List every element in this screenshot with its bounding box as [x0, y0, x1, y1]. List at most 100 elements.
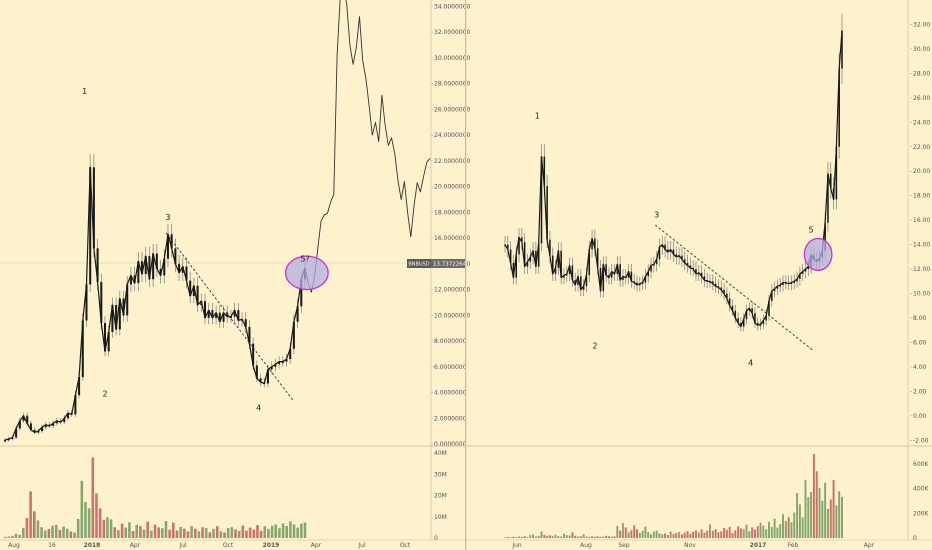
volume-bar: [686, 531, 689, 538]
volume-bar: [807, 497, 810, 538]
volume-bar: [193, 528, 197, 538]
volume-bar: [303, 522, 307, 538]
candle-body: [107, 332, 110, 352]
volume-bar: [523, 536, 526, 538]
candle-body: [133, 275, 136, 284]
volume-bar: [117, 530, 120, 538]
candle-body: [762, 320, 765, 325]
price-tick-label: 10.0000000: [434, 312, 470, 319]
volume-bar: [230, 527, 234, 538]
candle-body: [841, 30, 843, 69]
left-price-pane: [3, 0, 431, 442]
candle-body: [15, 428, 18, 438]
volume-bar: [182, 528, 186, 538]
candle-body: [549, 239, 551, 256]
price-series-line: [4, 166, 306, 441]
price-tick-label: 2.0000000: [434, 415, 467, 422]
candle-body: [799, 273, 801, 279]
volume-bar: [219, 531, 223, 538]
volume-bar: [73, 532, 76, 538]
volume-bar: [270, 525, 274, 538]
volume-bar: [215, 526, 219, 538]
right-volume-axis: 0 200K 400K 600K: [913, 461, 929, 542]
volume-bar: [579, 536, 582, 538]
candle-body: [650, 265, 652, 272]
price-tick-label: 14.00: [913, 242, 930, 249]
price-tick-label: 12.00: [913, 266, 930, 273]
volume-bar: [711, 530, 714, 538]
candle-body: [751, 308, 753, 314]
candle-body: [211, 310, 214, 318]
volume-bar: [135, 524, 138, 538]
candle-body: [734, 310, 737, 319]
volume-bar: [285, 525, 288, 538]
price-badge: BNBUSD 13.7372264: [407, 259, 467, 268]
candle-body: [181, 266, 184, 273]
candle-body: [689, 265, 692, 268]
volume-tick-label: 0: [913, 535, 917, 542]
volume-bar: [568, 535, 571, 538]
candle-body: [103, 323, 107, 352]
candle-body: [714, 283, 717, 287]
volume-bar: [172, 522, 175, 538]
volume-tick-label: 400K: [913, 486, 929, 493]
candle-body: [737, 318, 739, 323]
volume-tick-label: 30M: [434, 471, 447, 478]
candle-body: [111, 305, 114, 333]
time-tick-label: Oct: [223, 542, 234, 549]
volume-bar: [801, 517, 804, 538]
wave-label-1: 1: [82, 87, 87, 96]
candle-body: [785, 282, 787, 285]
candle-body: [523, 242, 526, 267]
volume-bar: [40, 527, 43, 538]
volume-bar: [76, 518, 80, 538]
volume-bar: [652, 531, 655, 538]
candle-body: [85, 284, 88, 321]
volume-bar: [529, 535, 532, 538]
volume-bar: [515, 537, 518, 538]
price-tick-label: 6.0000000: [434, 364, 467, 371]
volume-bar: [683, 532, 686, 538]
candle-body: [588, 249, 591, 276]
price-tick-label: 20.00: [913, 168, 930, 175]
volume-bar: [661, 534, 664, 538]
volume-bar: [804, 480, 807, 538]
time-tick-label: Feb: [788, 542, 799, 549]
volume-bar: [551, 536, 554, 538]
price-tick-label: 26.00: [913, 95, 930, 102]
time-tick-label: Nov: [684, 542, 696, 549]
candle-body: [207, 310, 210, 318]
volume-bar: [709, 524, 711, 538]
time-tick-label: Jul: [357, 542, 366, 549]
volume-bar: [779, 524, 782, 538]
volume-bar: [534, 536, 537, 538]
volume-bar: [599, 536, 602, 538]
candle-body: [759, 324, 762, 326]
right-price-pane: [504, 13, 843, 352]
price-tick-label: 6.00: [913, 339, 927, 346]
volume-bar: [54, 524, 58, 538]
price-tick-label: 18.00: [913, 193, 930, 200]
volume-bar: [128, 522, 131, 538]
candle-body: [577, 276, 579, 285]
volume-bar: [537, 535, 540, 538]
candle-body: [639, 283, 641, 286]
candle-body: [26, 415, 29, 424]
candle-body: [801, 271, 804, 274]
volume-bar: [610, 536, 613, 538]
left-chart-panel[interactable]: 0.0000000 2.0000000 4.0000000 6.0000000 8.00…: [0, 0, 470, 549]
right-chart-panel[interactable]: -2.00 0.00 2.00 4.00 6.00 8.00 10.00 12.00 14.00…: [504, 0, 930, 549]
time-tick-label: Oct: [400, 542, 411, 549]
candle-body: [582, 286, 585, 290]
volume-bar: [574, 535, 577, 538]
wave-label-5: 5: [809, 225, 814, 234]
right-volume-pane: [504, 453, 843, 538]
right-time-axis: Jun Aug Sep Nov 2017 Feb Apr: [511, 542, 874, 549]
volume-bar: [737, 526, 740, 538]
volume-bar: [562, 533, 565, 538]
candle-body: [244, 319, 247, 327]
left-volume-axis: 0 10M 20M 30M 40M: [434, 450, 447, 542]
price-tick-label: 26.0000000: [434, 106, 470, 113]
candle-body: [574, 280, 576, 285]
volume-bar: [532, 534, 535, 538]
